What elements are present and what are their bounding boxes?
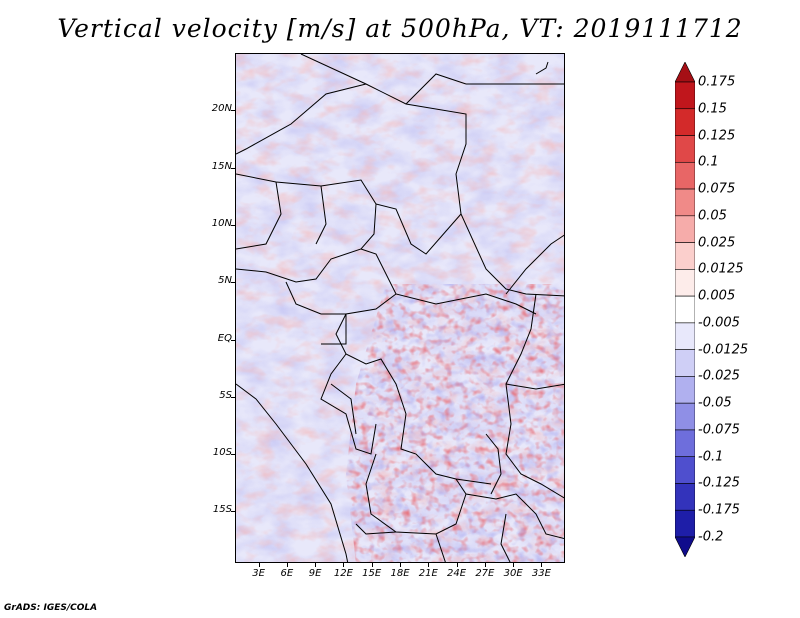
latitude-label: EQ [217,332,232,344]
longitude-label: 24E [447,568,467,579]
colorbar-segment [675,349,695,377]
latitude-label: 10S [212,447,232,459]
colorbar-segment [675,81,695,110]
colorbar-segment [675,295,695,324]
longitude-tick [484,563,486,567]
colorbar-level-label: -0.005 [698,315,740,331]
latitude-label: 15N [211,160,232,172]
longitude-label: 27E [475,568,495,579]
latitude-label: 10N [211,217,232,229]
colorbar-level-label: -0.05 [698,395,732,411]
colorbar-segment [675,536,695,557]
colorbar [675,62,695,557]
colorbar-level-label: -0.125 [698,475,740,491]
colorbar-level-label: -0.075 [698,422,740,438]
colorbar-segment [675,161,695,190]
colorbar-segment [675,62,695,83]
latitude-tick [231,511,235,513]
colorbar-level-label: 0.025 [698,235,736,251]
longitude-tick [371,563,373,567]
longitude-label: 21E [418,568,438,579]
colorbar-level-label: 0.175 [698,74,736,90]
colorbar-segment [675,322,695,350]
colorbar-segment [675,215,695,243]
colorbar-level-label: 0.125 [698,128,736,144]
colorbar-segment [675,402,695,431]
longitude-label: 12E [333,568,353,579]
longitude-label: 15E [362,568,382,579]
latitude-label: 15S [212,504,232,516]
colorbar-segment [675,456,695,484]
colorbar-level-label: 0.15 [698,101,727,117]
colorbar-segment [675,429,695,458]
colorbar-level-label: -0.0125 [698,342,749,358]
colorbar-segment [675,509,695,538]
longitude-label: 33E [531,568,551,579]
vertical-velocity-field [236,54,564,562]
colorbar-segment [675,135,695,163]
longitude-tick [428,563,430,567]
grads-credit: GrADS: IGES/COLA [4,603,98,613]
country-borders [236,54,564,562]
colorbar-level-label: 0.1 [698,154,719,170]
longitude-tick [315,563,317,567]
colorbar-segment [675,483,695,511]
longitude-tick [400,563,401,567]
longitude-tick [456,563,458,567]
colorbar-level-label: -0.1 [698,449,724,465]
colorbar-segment [675,108,695,136]
colorbar-level-label: 0.0125 [698,261,744,277]
latitude-tick [231,396,235,398]
latitude-tick [231,339,235,341]
longitude-tick [258,563,260,567]
colorbar-segment [675,269,695,297]
latitude-tick [231,454,235,456]
longitude-label: 3E [252,568,265,579]
latitude-tick [231,282,235,284]
colorbar-segment [675,242,695,270]
map-panel [235,53,565,563]
longitude-tick [286,563,288,567]
latitude-label: 20N [211,103,232,115]
colorbar-segment [675,188,695,217]
latitude-tick [231,167,235,169]
longitude-label: 6E [280,568,294,579]
longitude-label: 18E [390,568,410,579]
longitude-label: 9E [308,568,322,579]
colorbar-level-label: -0.025 [698,368,740,384]
colorbar-level-label: -0.175 [698,502,740,518]
colorbar-segment [675,376,695,404]
latitude-label: 5S [219,389,232,401]
latitude-label: 5N [218,275,232,287]
colorbar-level-label: -0.2 [698,529,724,545]
latitude-tick [231,110,235,112]
longitude-tick [541,563,543,567]
latitude-tick [231,224,235,226]
longitude-tick [513,563,515,567]
chart-title: Vertical velocity [m/s] at 500hPa, VT: 2… [57,14,743,43]
longitude-label: 30E [503,568,523,579]
colorbar-level-label: 0.005 [698,288,736,304]
longitude-tick [343,563,345,567]
colorbar-level-label: 0.075 [698,181,736,197]
colorbar-level-label: 0.05 [698,208,727,224]
